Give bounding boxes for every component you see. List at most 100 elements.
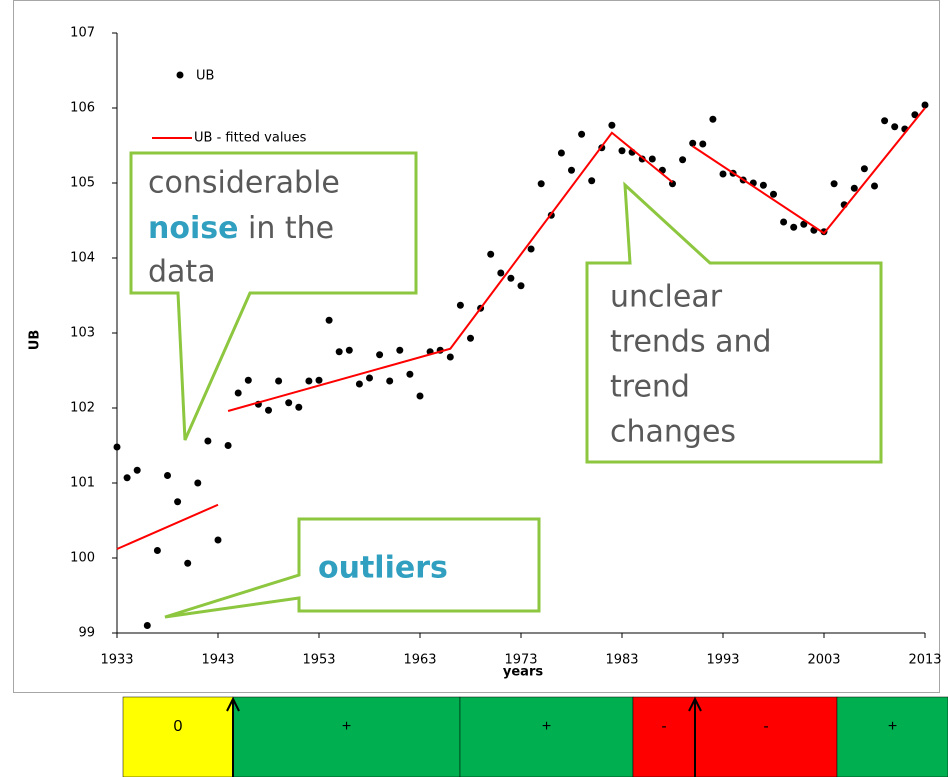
callout-text: unclear xyxy=(610,280,723,315)
x-tick-label: 1993 xyxy=(706,653,739,668)
data-point xyxy=(759,181,767,189)
data-point xyxy=(517,282,525,290)
data-point xyxy=(608,121,616,129)
data-point xyxy=(164,472,171,479)
callout-text: considerable xyxy=(148,166,340,201)
data-point xyxy=(790,223,798,231)
data-point xyxy=(891,123,899,131)
y-tick-label: 104 xyxy=(70,251,95,266)
callout-text: trends and xyxy=(610,325,772,360)
callout-trends xyxy=(585,181,883,464)
callout-text: trend xyxy=(610,370,690,405)
data-point xyxy=(305,377,313,385)
data-point xyxy=(335,348,343,356)
data-point xyxy=(568,166,575,174)
data-point xyxy=(780,218,788,226)
data-point xyxy=(143,622,151,629)
data-point xyxy=(123,474,131,482)
strip-label: + xyxy=(542,718,551,735)
data-point xyxy=(871,182,878,190)
data-point xyxy=(265,406,272,414)
trend-strip: 0 + + - - + xyxy=(122,696,948,777)
fitted-line xyxy=(227,131,674,412)
legend-label: UB - fitted values xyxy=(194,131,307,146)
data-point xyxy=(355,380,363,388)
data-point xyxy=(133,466,141,474)
callout-text: changes xyxy=(610,415,736,450)
data-point xyxy=(699,140,707,148)
y-tick-label: 100 xyxy=(70,551,95,566)
strip-label: + xyxy=(888,718,897,735)
data-point xyxy=(113,443,121,451)
x-tick-label: 1983 xyxy=(605,653,638,668)
strip-segment xyxy=(694,696,838,777)
y-tick-label: 99 xyxy=(78,626,95,641)
data-point xyxy=(487,250,495,258)
callout-text: data xyxy=(148,255,216,290)
arrow-head xyxy=(688,696,702,712)
data-point xyxy=(557,149,565,157)
strip-segment xyxy=(232,696,461,777)
data-point xyxy=(446,353,454,361)
strip-segment xyxy=(836,696,948,777)
data-point xyxy=(850,184,858,192)
callout-outliers xyxy=(164,517,541,619)
data-point xyxy=(406,370,414,378)
strip-label: 0 xyxy=(174,718,183,735)
data-point xyxy=(153,547,161,554)
legend-label: UB xyxy=(196,69,214,84)
strip-segment xyxy=(122,696,234,777)
data-point xyxy=(860,165,868,173)
data-point xyxy=(800,220,808,228)
x-tick-label: 1943 xyxy=(201,653,234,668)
data-point xyxy=(719,170,727,178)
data-point xyxy=(174,498,182,506)
data-point xyxy=(578,130,586,138)
callout-noise xyxy=(129,151,418,441)
fitted-line xyxy=(692,107,926,235)
data-point xyxy=(770,190,777,198)
x-axis-label: years xyxy=(503,665,543,680)
highlight: noise xyxy=(148,211,238,246)
data-point xyxy=(315,376,323,384)
data-point xyxy=(527,245,535,253)
y-tick-label: 101 xyxy=(70,476,95,491)
data-point xyxy=(345,346,353,354)
strip-label: + xyxy=(342,718,351,735)
data-point xyxy=(537,180,545,188)
strip-segment xyxy=(632,696,696,777)
x-tick-label: 1973 xyxy=(504,653,537,668)
data-point xyxy=(456,301,464,309)
strip-label: - xyxy=(661,718,666,735)
data-point xyxy=(881,117,889,125)
y-tick-label: 105 xyxy=(70,176,95,191)
callouts xyxy=(129,151,883,619)
callout-text: in the xyxy=(248,211,334,246)
data-point xyxy=(416,392,424,400)
data-point xyxy=(618,147,626,155)
data-point xyxy=(184,559,192,567)
y-tick-label: 107 xyxy=(70,26,95,41)
x-tick-label: 2003 xyxy=(807,653,840,668)
data-point xyxy=(497,269,505,277)
data-point xyxy=(325,316,333,324)
x-tick-label: 2013 xyxy=(908,653,941,668)
fitted-line xyxy=(116,503,219,550)
plot: 99 100 101 102 103 104 105 106 107 1933 1943 1953 19… xyxy=(70,26,941,668)
data-point xyxy=(376,351,384,359)
data-point xyxy=(244,376,252,384)
y-axis-label: UB xyxy=(28,330,43,350)
data-point xyxy=(295,403,303,411)
strip-label: - xyxy=(763,718,768,735)
data-point xyxy=(830,180,838,188)
x-tick-label: 1933 xyxy=(100,653,133,668)
data-point xyxy=(467,334,474,342)
data-point xyxy=(396,346,404,354)
data-point xyxy=(194,479,202,487)
data-point xyxy=(648,155,656,163)
legend-marker xyxy=(176,71,184,79)
data-point xyxy=(204,437,212,445)
data-point xyxy=(689,139,697,147)
data-point xyxy=(507,274,515,282)
